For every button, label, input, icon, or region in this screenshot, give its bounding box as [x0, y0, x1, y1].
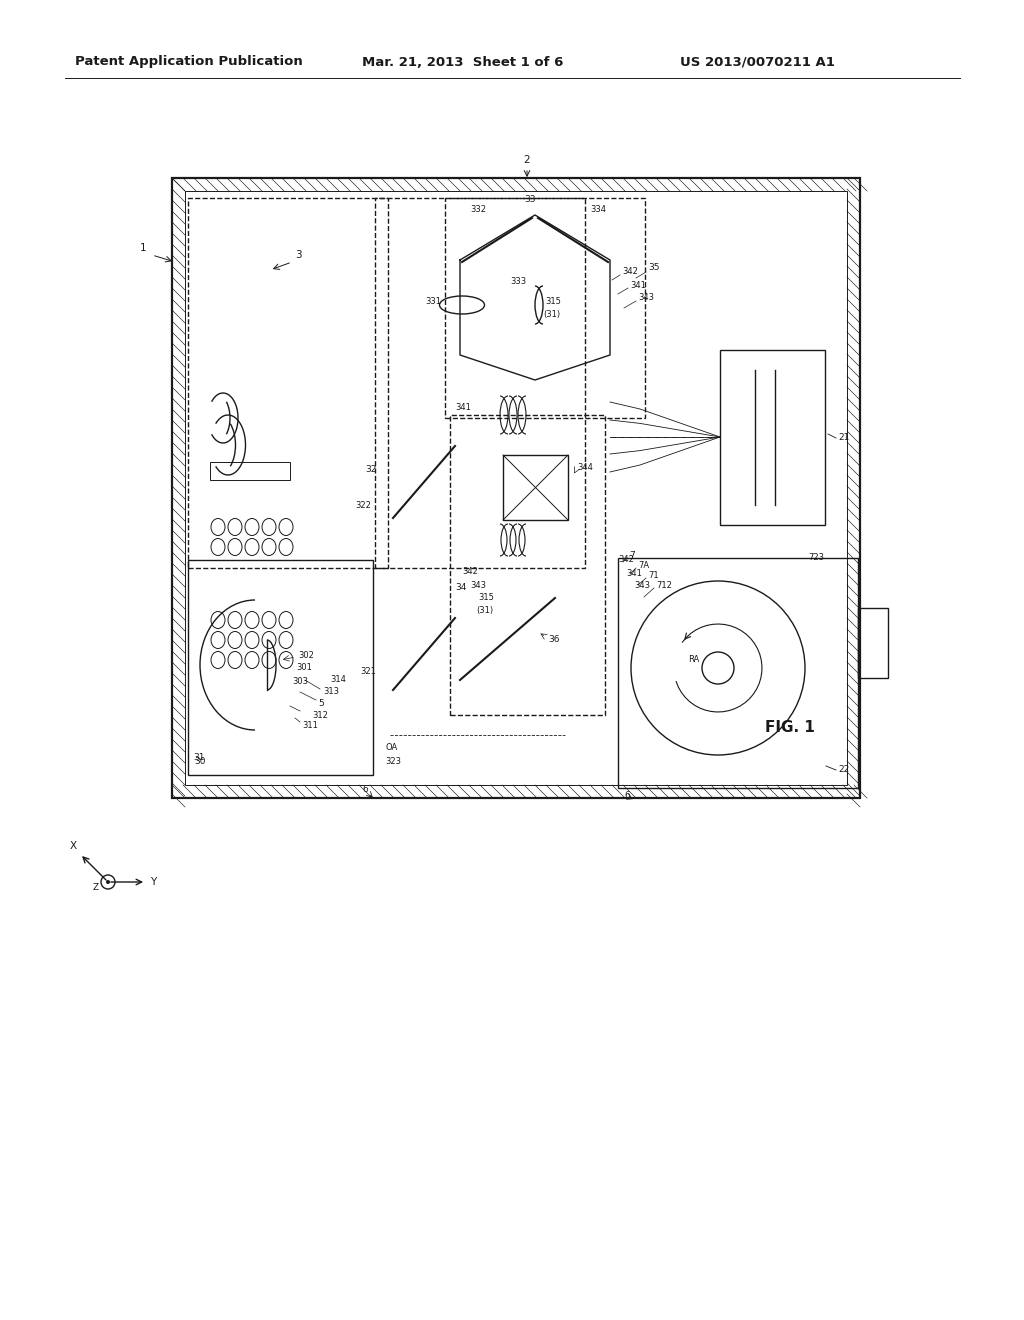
- Text: 31: 31: [193, 754, 205, 763]
- Text: (31): (31): [476, 606, 494, 615]
- Text: 332: 332: [470, 206, 486, 214]
- Bar: [720, 350, 825, 525]
- Text: Patent Application Publication: Patent Application Publication: [75, 55, 303, 69]
- Text: 341: 341: [630, 281, 646, 289]
- Text: US 2013/0070211 A1: US 2013/0070211 A1: [680, 55, 835, 69]
- Text: 34: 34: [455, 583, 466, 593]
- Text: 6: 6: [362, 785, 368, 795]
- Text: 343: 343: [634, 582, 650, 590]
- Circle shape: [106, 880, 110, 884]
- Text: 6: 6: [624, 791, 630, 800]
- Bar: [503, 455, 568, 520]
- Text: 313: 313: [323, 688, 339, 697]
- Bar: [618, 558, 858, 788]
- Bar: [172, 178, 860, 799]
- Text: Mar. 21, 2013  Sheet 1 of 6: Mar. 21, 2013 Sheet 1 of 6: [362, 55, 563, 69]
- Bar: [210, 462, 290, 480]
- Text: 303: 303: [292, 677, 308, 686]
- Text: 342: 342: [462, 568, 478, 577]
- Bar: [188, 198, 388, 568]
- Text: 301: 301: [296, 664, 312, 672]
- Text: 2: 2: [523, 154, 529, 165]
- Text: Y: Y: [150, 876, 157, 887]
- Text: 321: 321: [360, 668, 376, 676]
- Text: 315: 315: [545, 297, 561, 306]
- Text: 7A: 7A: [638, 561, 649, 569]
- Text: 342: 342: [622, 268, 638, 276]
- Text: 323: 323: [385, 758, 401, 767]
- Bar: [375, 198, 585, 568]
- Text: 333: 333: [510, 277, 526, 286]
- Text: 7: 7: [629, 550, 635, 560]
- Bar: [188, 560, 373, 775]
- Text: 35: 35: [648, 264, 659, 272]
- Text: 3: 3: [295, 249, 302, 260]
- Text: 302: 302: [298, 651, 314, 660]
- Bar: [450, 414, 605, 715]
- Text: 36: 36: [548, 635, 559, 644]
- Text: 311: 311: [302, 722, 317, 730]
- Text: RA: RA: [688, 656, 699, 664]
- Bar: [445, 198, 645, 418]
- Text: 344: 344: [577, 463, 593, 473]
- Text: FIG. 1: FIG. 1: [765, 721, 815, 735]
- Text: 712: 712: [656, 581, 672, 590]
- Text: X: X: [70, 841, 77, 851]
- Text: 312: 312: [312, 710, 328, 719]
- Text: 341: 341: [455, 404, 471, 412]
- Text: Z: Z: [93, 883, 99, 891]
- Text: 322: 322: [355, 500, 371, 510]
- Text: 5: 5: [318, 698, 324, 708]
- Text: OA: OA: [385, 743, 397, 752]
- Text: 1: 1: [140, 243, 146, 253]
- Bar: [858, 609, 888, 678]
- Text: 315: 315: [478, 594, 494, 602]
- Text: 71: 71: [648, 570, 658, 579]
- Text: 32: 32: [365, 466, 377, 474]
- Text: 21: 21: [838, 433, 849, 442]
- Text: 723: 723: [808, 553, 824, 562]
- Text: (31): (31): [543, 309, 560, 318]
- Text: 342: 342: [618, 556, 634, 565]
- Text: 22: 22: [838, 766, 849, 775]
- Text: 343: 343: [470, 581, 486, 590]
- Text: 341: 341: [626, 569, 642, 578]
- Text: 314: 314: [330, 676, 346, 685]
- Text: 331: 331: [425, 297, 441, 306]
- Bar: [185, 191, 847, 785]
- Text: 343: 343: [638, 293, 654, 302]
- Text: 30: 30: [194, 758, 206, 767]
- Text: 33: 33: [524, 195, 536, 205]
- Text: 334: 334: [590, 206, 606, 214]
